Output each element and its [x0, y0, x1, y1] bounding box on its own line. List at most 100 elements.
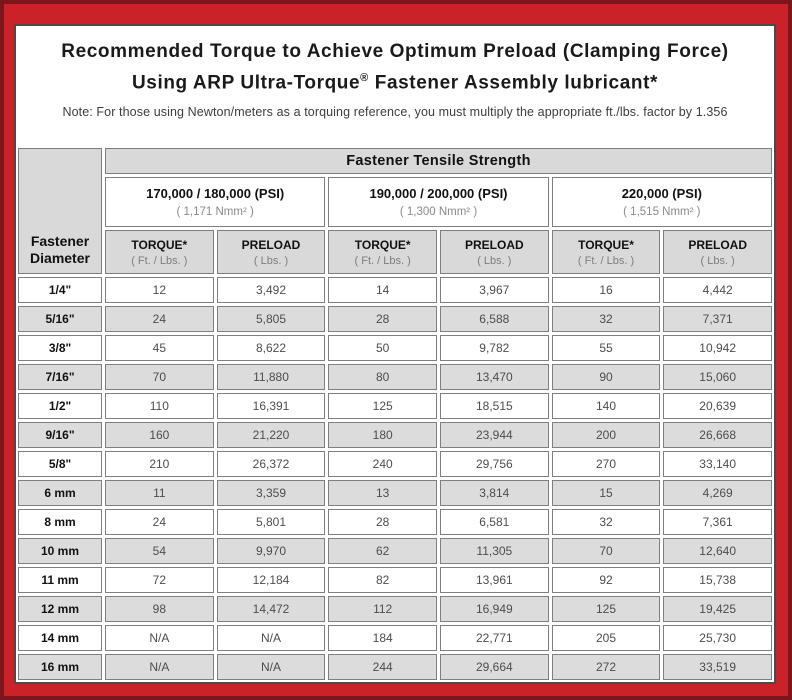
preload-value-cell: 15,738 [663, 567, 772, 593]
torque-value-cell: 244 [328, 654, 437, 680]
preload-col-header-3: PRELOAD ( Lbs. ) [663, 230, 772, 274]
torque-units: ( Ft. / Lbs. ) [577, 254, 635, 267]
torque-value-cell: 125 [551, 596, 661, 622]
torque-value-cell: 140 [551, 393, 661, 419]
preload-value-cell: 12,184 [216, 567, 326, 593]
torque-value-cell: 55 [551, 335, 661, 361]
nmm-label: ( 1,300 Nmm² ) [399, 206, 478, 218]
preload-value-cell: 20,639 [663, 393, 772, 419]
torque-label: TORQUE* [578, 237, 634, 252]
torque-value-cell: 180 [328, 422, 437, 448]
diameter-cell: 3/8" [18, 335, 102, 361]
torque-value-cell: 62 [328, 538, 437, 564]
diameter-cell: 16 mm [18, 654, 102, 680]
preload-label: PRELOAD [688, 237, 747, 252]
corner-header-fastener-diameter: Fastener Diameter [18, 148, 102, 274]
page-title-line2: Using ARP Ultra-Torque® Fastener Assembl… [16, 65, 774, 96]
strength-group-170-180: 170,000 / 180,000 (PSI) ( 1,171 Nmm² ) [105, 177, 326, 227]
preload-value-cell: 29,664 [439, 654, 549, 680]
torque-value-cell: 54 [105, 538, 214, 564]
torque-col-header-2: TORQUE* ( Ft. / Lbs. ) [328, 230, 437, 274]
diameter-cell: 5/16" [18, 306, 102, 332]
torque-value-cell: 14 [328, 277, 437, 303]
preload-value-cell: 15,060 [663, 364, 772, 390]
title-line2-text-end: Fastener Assembly lubricant* [368, 72, 659, 94]
torque-value-cell: 45 [105, 335, 214, 361]
preload-value-cell: 5,805 [216, 306, 326, 332]
torque-units: ( Ft. / Lbs. ) [131, 254, 188, 267]
tensile-strength-header: Fastener Tensile Strength [105, 148, 772, 174]
torque-table: Fastener Diameter Fastener Tensile Stren… [16, 146, 774, 682]
torque-value-cell: 82 [328, 567, 437, 593]
preload-value-cell: 9,782 [439, 335, 549, 361]
torque-value-cell: 50 [328, 335, 437, 361]
diameter-cell: 14 mm [18, 625, 102, 651]
torque-value-cell: 92 [551, 567, 661, 593]
torque-value-cell: 125 [328, 393, 437, 419]
preload-value-cell: 16,949 [439, 596, 549, 622]
preload-value-cell: 3,967 [439, 277, 549, 303]
nmm-label: ( 1,515 Nmm² ) [623, 206, 701, 218]
diameter-cell: 6 mm [18, 480, 102, 506]
preload-value-cell: 23,944 [439, 422, 549, 448]
corner-header-line2: Diameter [30, 250, 90, 266]
title-block: Recommended Torque to Achieve Optimum Pr… [16, 26, 774, 119]
preload-value-cell: 26,372 [216, 451, 326, 477]
torque-value-cell: 72 [105, 567, 214, 593]
preload-units: ( Lbs. ) [477, 254, 512, 267]
preload-value-cell: 21,220 [216, 422, 326, 448]
preload-value-cell: 33,140 [663, 451, 772, 477]
preload-value-cell: 6,581 [439, 509, 549, 535]
preload-value-cell: 4,269 [663, 480, 772, 506]
torque-value-cell: 70 [551, 538, 661, 564]
note-text: Note: For those using Newton/meters as a… [62, 105, 728, 120]
preload-value-cell: 7,361 [663, 509, 772, 535]
torque-label: TORQUE* [131, 237, 188, 252]
preload-value-cell: 33,519 [663, 654, 772, 680]
torque-value-cell: 240 [328, 451, 437, 477]
strength-group-220: 220,000 (PSI) ( 1,515 Nmm² ) [551, 177, 772, 227]
preload-value-cell: 16,391 [216, 393, 326, 419]
torque-value-cell: 90 [551, 364, 661, 390]
preload-value-cell: 13,961 [439, 567, 549, 593]
diameter-cell: 11 mm [18, 567, 102, 593]
preload-label: PRELOAD [464, 237, 524, 252]
torque-value-cell: 28 [328, 306, 437, 332]
preload-value-cell: 18,515 [439, 393, 549, 419]
torque-value-cell: 13 [328, 480, 437, 506]
diameter-cell: 8 mm [18, 509, 102, 535]
preload-value-cell: 8,622 [216, 335, 326, 361]
page-title-line1: Recommended Torque to Achieve Optimum Pr… [61, 41, 729, 62]
preload-value-cell: 11,305 [439, 538, 549, 564]
diameter-cell: 10 mm [18, 538, 102, 564]
preload-value-cell: 3,359 [216, 480, 326, 506]
psi-label: 220,000 (PSI) [621, 186, 702, 201]
diameter-cell: 5/8" [18, 451, 102, 477]
torque-value-cell: 112 [328, 596, 437, 622]
strength-group-190-200: 190,000 / 200,000 (PSI) ( 1,300 Nmm² ) [328, 177, 549, 227]
nmm-label: ( 1,171 Nmm² ) [176, 206, 254, 218]
torque-col-header-3: TORQUE* ( Ft. / Lbs. ) [551, 230, 661, 274]
torque-value-cell: 200 [551, 422, 661, 448]
psi-label: 170,000 / 180,000 (PSI) [146, 186, 285, 201]
torque-units: ( Ft. / Lbs. ) [354, 254, 411, 267]
torque-value-cell: 270 [551, 451, 661, 477]
torque-value-cell: 110 [105, 393, 214, 419]
preload-value-cell: 22,771 [439, 625, 549, 651]
preload-value-cell: 12,640 [663, 538, 772, 564]
torque-value-cell: 205 [551, 625, 661, 651]
torque-value-cell: 12 [105, 277, 214, 303]
preload-value-cell: N/A [216, 625, 326, 651]
torque-value-cell: N/A [105, 654, 214, 680]
torque-value-cell: 15 [551, 480, 661, 506]
torque-label: TORQUE* [354, 237, 411, 252]
registered-trademark-symbol: ® [360, 72, 369, 84]
torque-value-cell: 98 [105, 596, 214, 622]
preload-value-cell: 7,371 [663, 306, 772, 332]
preload-col-header-1: PRELOAD ( Lbs. ) [216, 230, 326, 274]
preload-value-cell: 26,668 [663, 422, 772, 448]
torque-value-cell: 70 [105, 364, 214, 390]
diameter-cell: 1/4" [18, 277, 102, 303]
torque-value-cell: 24 [105, 509, 214, 535]
